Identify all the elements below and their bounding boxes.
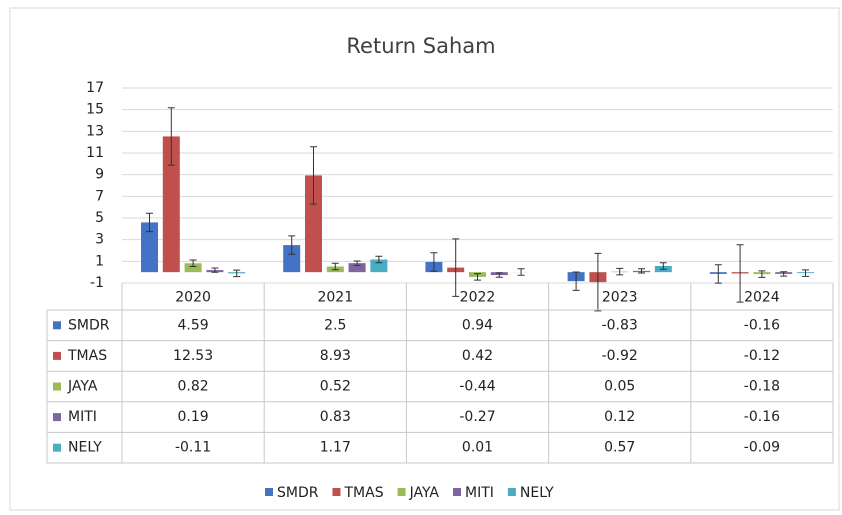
table-cell: 0.12 xyxy=(604,409,635,425)
error-bar xyxy=(638,268,645,274)
table-cell: -0.83 xyxy=(602,317,638,333)
legend-label: JAYA xyxy=(409,485,440,501)
table-cell: 0.05 xyxy=(604,379,635,395)
bar xyxy=(305,175,322,273)
y-tick-label: -1 xyxy=(90,275,104,291)
error-bar xyxy=(288,235,296,255)
error-bar xyxy=(594,252,602,312)
legend-key xyxy=(53,382,61,391)
table-cell: 0.82 xyxy=(178,379,209,395)
table-cell: 12.53 xyxy=(173,348,213,364)
error-bar xyxy=(714,264,722,284)
legend-key xyxy=(507,488,516,496)
table-cell: -0.09 xyxy=(744,440,780,456)
table-cell: -0.16 xyxy=(744,317,780,333)
error-bar xyxy=(146,212,153,233)
legend-key xyxy=(53,321,61,330)
error-bar xyxy=(167,107,175,166)
chart-frame xyxy=(9,7,840,511)
error-bar xyxy=(189,259,197,268)
y-tick-label: 17 xyxy=(86,80,104,96)
table-cell: 0.83 xyxy=(320,409,351,425)
table-row-label: NELY xyxy=(68,440,102,456)
legend-key xyxy=(53,413,61,422)
y-tick-label: 9 xyxy=(95,167,104,183)
chart-title: Return Saham xyxy=(346,34,495,58)
error-bar xyxy=(331,262,339,271)
table-cell: -0.12 xyxy=(744,348,780,364)
y-tick-label: 11 xyxy=(86,145,104,161)
error-bar xyxy=(736,244,744,303)
table-cell: 4.59 xyxy=(178,317,209,333)
table-cell: 0.19 xyxy=(178,409,209,425)
legend-label: MITI xyxy=(465,485,494,501)
x-tick-label: 2023 xyxy=(602,290,638,306)
bar xyxy=(348,263,366,273)
x-tick-label: 2021 xyxy=(317,290,353,306)
error-bar xyxy=(495,272,503,278)
error-bar xyxy=(572,271,580,291)
error-bar xyxy=(353,260,361,266)
bar xyxy=(370,259,388,273)
table-cell: -0.44 xyxy=(459,379,495,395)
table-cell: -0.92 xyxy=(602,348,638,364)
table-cell: 8.93 xyxy=(320,348,351,364)
error-bar xyxy=(375,255,383,264)
error-bar xyxy=(430,252,438,272)
bar xyxy=(283,245,301,273)
bar xyxy=(162,136,180,273)
legend-key xyxy=(332,488,341,496)
y-tick-label: 13 xyxy=(86,123,104,139)
legend-label: NELY xyxy=(520,485,554,501)
table-cell: 0.01 xyxy=(462,440,493,456)
legend-key xyxy=(453,488,462,496)
error-bar xyxy=(780,271,788,277)
table-cell: 2.5 xyxy=(324,317,346,333)
legend-label: TMAS xyxy=(343,485,383,501)
error-bar xyxy=(310,146,317,205)
error-bar xyxy=(616,267,624,276)
error-bar xyxy=(452,238,460,297)
x-tick-label: 2022 xyxy=(460,290,496,306)
bar xyxy=(141,222,158,273)
table-cell: -0.16 xyxy=(744,409,780,425)
error-bar xyxy=(758,270,766,278)
legend-key xyxy=(397,488,406,496)
legend-key xyxy=(265,488,273,496)
x-tick-label: 2024 xyxy=(744,290,780,306)
table-row-label: SMDR xyxy=(68,317,110,333)
table-cell: -0.18 xyxy=(744,379,780,395)
y-tick-label: 7 xyxy=(95,188,104,204)
legend-label: SMDR xyxy=(277,485,319,501)
table-cell: -0.11 xyxy=(175,440,211,456)
table-cell: 0.42 xyxy=(462,348,493,364)
y-tick-label: 5 xyxy=(95,210,104,226)
error-bar xyxy=(517,268,525,276)
table-cell: 0.94 xyxy=(462,317,493,333)
table-cell: 0.57 xyxy=(604,440,635,456)
x-tick-label: 2020 xyxy=(175,290,211,306)
table-row-label: JAYA xyxy=(67,379,98,395)
table-cell: -0.27 xyxy=(459,409,495,425)
bar xyxy=(184,263,202,273)
table-cell: 0.52 xyxy=(320,379,351,395)
y-tick-label: 1 xyxy=(95,253,104,269)
error-bar xyxy=(659,262,667,270)
error-bar xyxy=(211,267,219,273)
error-bar xyxy=(233,269,241,278)
legend-key xyxy=(53,443,61,452)
legend-key xyxy=(53,351,61,360)
error-bar xyxy=(802,269,809,277)
table-row-label: MITI xyxy=(68,409,97,425)
table-row-label: TMAS xyxy=(67,348,107,364)
y-tick-label: 3 xyxy=(95,232,104,248)
y-tick-label: 15 xyxy=(86,102,104,118)
error-bar xyxy=(474,273,481,281)
table-cell: 1.17 xyxy=(320,440,351,456)
